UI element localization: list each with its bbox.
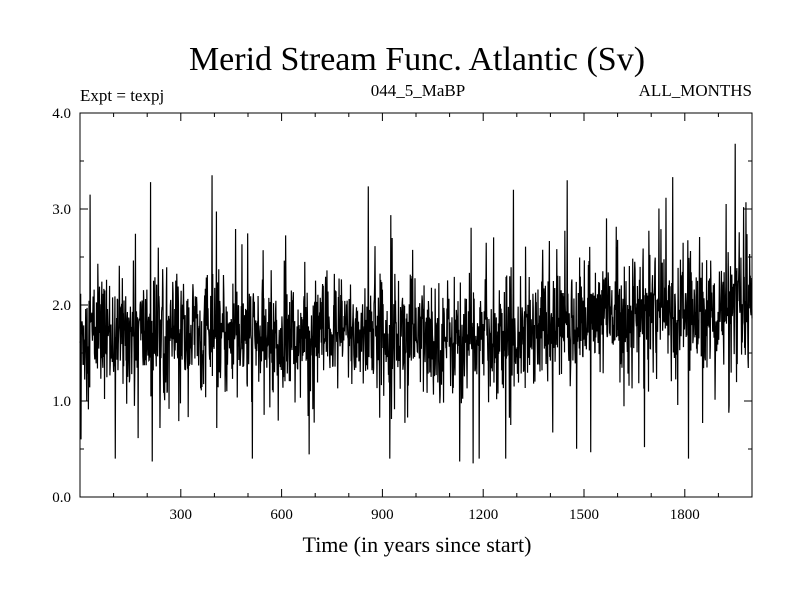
subtitle-center: 044_5_MaBP (371, 81, 465, 100)
y-tick-label: 4.0 (52, 106, 71, 122)
y-axis: 0.0 1.0 2.0 3.0 4.0 (52, 106, 752, 506)
subtitle-right: ALL_MONTHS (639, 81, 752, 100)
x-tick-label: 1800 (670, 507, 700, 523)
chart-title: Merid Stream Func. Atlantic (Sv) (189, 41, 645, 78)
y-tick-label: 2.0 (52, 298, 71, 314)
y-tick-label: 1.0 (52, 394, 71, 410)
y-tick-label: 0.0 (52, 490, 71, 506)
series-line (79, 143, 753, 464)
x-tick-label: 300 (170, 507, 193, 523)
x-tick-label: 600 (270, 507, 293, 523)
subtitle-left: Expt = texpj (80, 86, 164, 105)
x-axis-label: Time (in years since start) (303, 532, 532, 557)
x-tick-label: 1500 (569, 507, 599, 523)
plot-area (79, 112, 753, 498)
x-tick-label: 1200 (468, 507, 498, 523)
y-tick-label: 3.0 (52, 202, 71, 218)
x-tick-label: 900 (371, 507, 394, 523)
x-axis: 300 600 900 1200 1500 1800 (113, 113, 719, 523)
